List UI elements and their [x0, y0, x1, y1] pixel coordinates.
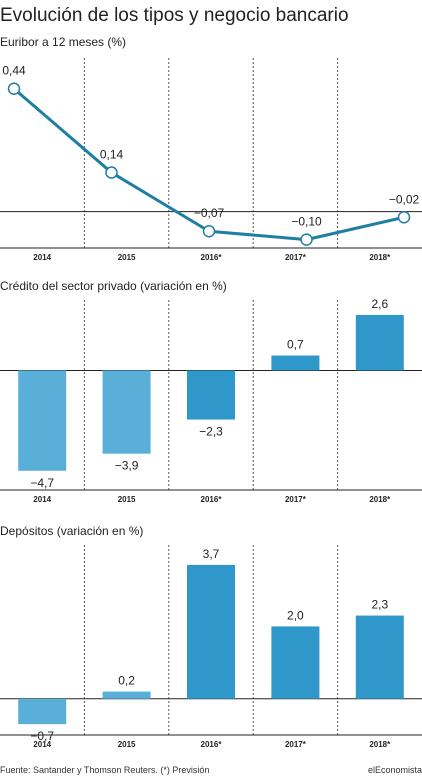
euribor-data-label: −0,07 — [194, 206, 225, 220]
credito-data-label: 2,6 — [371, 297, 388, 311]
depositos-tick-label: 2016* — [201, 740, 223, 749]
depositos-bar — [18, 698, 67, 725]
depositos-bar — [187, 564, 235, 699]
euribor-data-point — [105, 166, 118, 179]
credito-bar — [271, 355, 320, 371]
depositos-tick-label: 2017* — [285, 740, 307, 749]
euribor-data-point — [300, 233, 313, 246]
euribor-line-chart: 2014 2015 2016* 2017* 2018* 0,44 0,14 −0,07 −0,1… — [0, 58, 422, 262]
depositos-data-label: −0,7 — [30, 729, 54, 743]
credito-data-label: −2,3 — [199, 425, 223, 439]
brand-logo: elEconomista — [368, 765, 422, 775]
source-note: Fuente: Santander y Thomson Reuters. (*)… — [0, 765, 209, 775]
credito-bar — [18, 370, 67, 471]
page-title: Evolución de los tipos y negocio bancari… — [0, 5, 349, 26]
credito-bar — [355, 314, 404, 371]
credito-tick-label: 2014 — [33, 495, 51, 504]
euribor-tick-label: 2015 — [118, 253, 136, 262]
depositos-tick-label: 2014 — [33, 740, 51, 749]
depositos-data-label: 3,7 — [203, 547, 220, 561]
credito-chart-title: Crédito del sector privado (variación en… — [0, 279, 227, 293]
euribor-tick-label: 2014 — [33, 253, 51, 262]
depositos-data-label: 0,2 — [118, 674, 135, 688]
credito-data-label: 0,7 — [287, 338, 304, 352]
credito-data-label: −3,9 — [115, 459, 139, 473]
credito-bar — [102, 370, 151, 454]
depositos-data-label: 2,0 — [287, 608, 304, 622]
depositos-bar — [355, 615, 404, 699]
euribor-data-label: −0,10 — [291, 215, 322, 229]
euribor-data-label: −0,02 — [389, 192, 420, 206]
credito-tick-label: 2018* — [369, 495, 391, 504]
euribor-tick-label: 2016* — [201, 253, 223, 262]
euribor-data-label: 0,14 — [100, 148, 124, 162]
depositos-bar — [271, 626, 320, 699]
credito-tick-label: 2016* — [201, 495, 223, 504]
credito-data-label: −4,7 — [30, 476, 54, 490]
depositos-data-label: 2,3 — [371, 598, 388, 612]
credito-tick-label: 2015 — [118, 495, 136, 504]
depositos-tick-label: 2018* — [369, 740, 391, 749]
euribor-chart-title: Euribor a 12 meses (%) — [0, 35, 126, 49]
euribor-data-label: 0,44 — [2, 64, 26, 78]
euribor-data-point — [397, 211, 411, 224]
euribor-data-point — [202, 224, 216, 238]
depositos-chart-title: Depósitos (variación en %) — [0, 524, 143, 538]
euribor-data-point — [7, 82, 21, 95]
depositos-tick-label: 2015 — [118, 740, 136, 749]
euribor-tick-label: 2017* — [285, 253, 307, 262]
credito-bar — [187, 370, 235, 420]
depositos-bar — [102, 691, 151, 699]
euribor-tick-label: 2018* — [369, 253, 391, 262]
credito-tick-label: 2017* — [285, 495, 307, 504]
credito-bar-chart: 2014 2015 2016* 2017* 2018* −4,7 −3,9 −2,3 0,7 2,… — [0, 297, 422, 504]
depositos-bar-chart: 2014 2015 2016* 2017* 2018* −0,7 0,2 3,7 2,0 2,3 — [0, 545, 422, 749]
